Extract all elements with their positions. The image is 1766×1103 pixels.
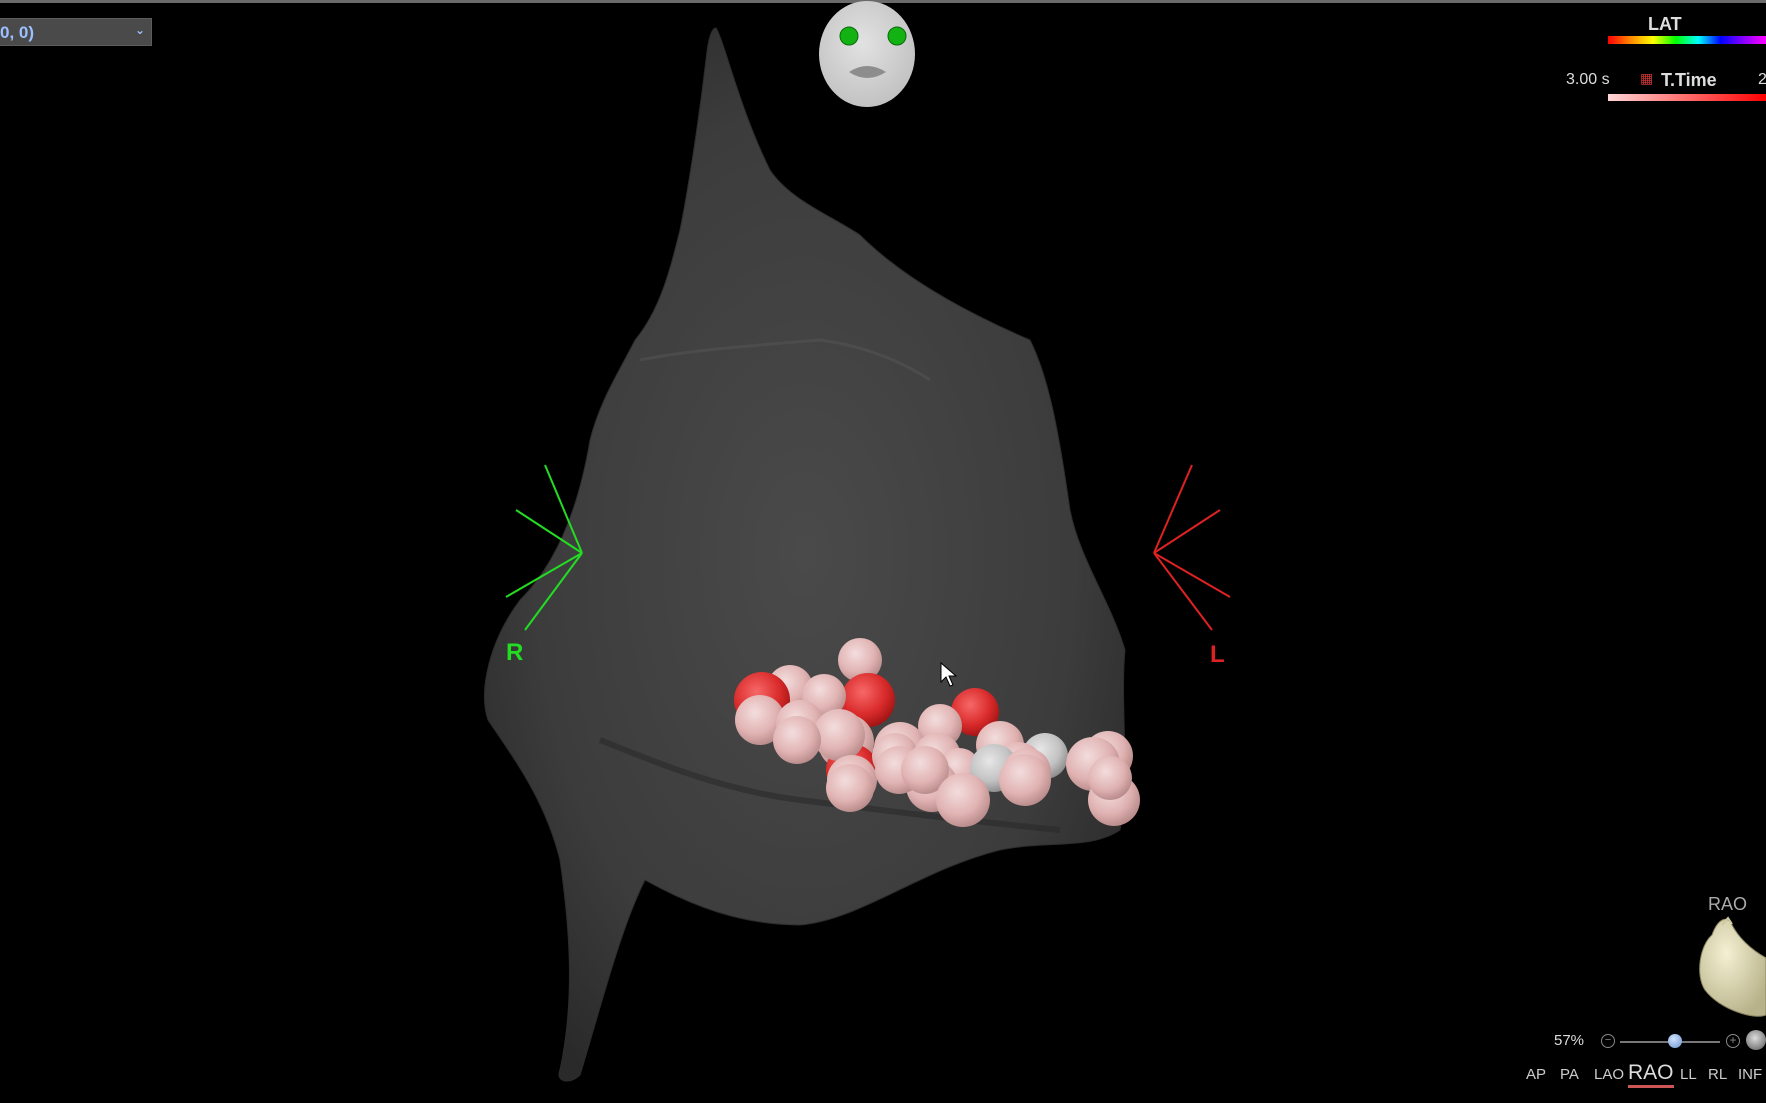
- left-label: L: [1210, 641, 1225, 668]
- ablation-point: [838, 638, 882, 682]
- lat-color-bar: [1608, 36, 1766, 44]
- zoom-out-icon[interactable]: −: [1601, 1034, 1615, 1048]
- view-lao-button[interactable]: LAO: [1594, 1066, 1625, 1083]
- view-pa-button[interactable]: PA: [1560, 1066, 1579, 1083]
- left-orientation-marker: [1153, 464, 1231, 631]
- mini-heart-view[interactable]: [1699, 916, 1766, 1017]
- ablation-point: [773, 716, 821, 764]
- lat-legend-title: LAT: [1648, 14, 1682, 34]
- ablation-point: [826, 764, 874, 812]
- right-orientation-marker: [505, 464, 583, 631]
- right-label: R: [506, 639, 523, 666]
- zoom-in-icon[interactable]: +: [1726, 1034, 1740, 1048]
- view-orientation-bar: AP PA LAO RAO LL RL INF: [1526, 1061, 1766, 1092]
- ttime-settings-icon[interactable]: ▦: [1640, 70, 1654, 86]
- globe-icon[interactable]: [1746, 1030, 1766, 1050]
- window-top-border: [0, 0, 1766, 3]
- zoom-slider-thumb[interactable]: [1668, 1034, 1682, 1048]
- color-legend: LAT 3.00 s ▦ T.Time 2: [1536, 0, 1766, 120]
- view-inf-button[interactable]: INF: [1738, 1066, 1763, 1083]
- view-ll-button[interactable]: LL: [1680, 1066, 1697, 1083]
- view-rao-button[interactable]: RAO: [1628, 1061, 1674, 1088]
- time-value: 3.00 s: [1566, 71, 1610, 88]
- mouse-cursor: [940, 661, 958, 687]
- view-rl-button[interactable]: RL: [1708, 1066, 1728, 1083]
- ttime-color-bar: [1608, 94, 1766, 101]
- ablation-point: [813, 709, 865, 761]
- map-selector-value: 0, 0): [0, 23, 35, 42]
- ablation-point: [735, 695, 785, 745]
- chevron-down-icon: ⌄: [134, 23, 145, 37]
- ablation-point: [1088, 756, 1132, 800]
- ablation-point: [936, 773, 990, 827]
- map-selector-dropdown[interactable]: 0, 0) ⌄: [0, 18, 152, 46]
- mesh-highlight: [639, 338, 931, 382]
- mini-view-label: RAO: [1708, 894, 1748, 914]
- ablation-point: [841, 673, 895, 727]
- ablation-point: [999, 754, 1051, 806]
- ablation-point: [901, 746, 949, 794]
- ablation-points[interactable]: [734, 638, 1140, 827]
- ttime-legend-title: T.Time: [1661, 70, 1717, 90]
- view-ap-button[interactable]: AP: [1526, 1066, 1547, 1083]
- zoom-value: 57%: [1554, 1032, 1585, 1049]
- ttime-max-value: 2: [1758, 71, 1766, 88]
- ablation-point: [951, 688, 999, 736]
- patient-face-icon: [819, 1, 915, 107]
